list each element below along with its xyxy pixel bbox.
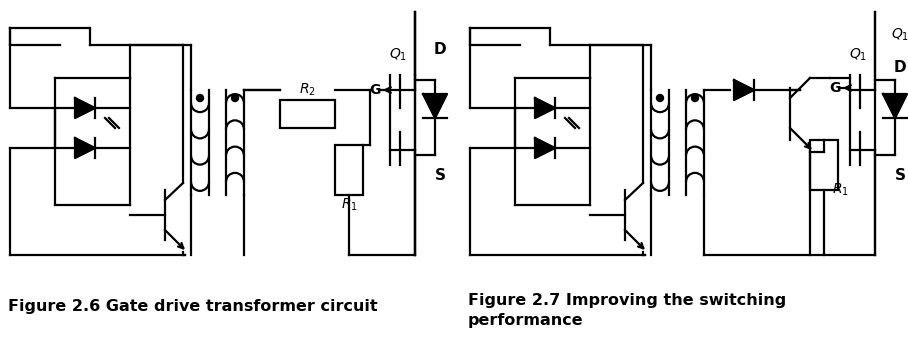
Text: S: S: [894, 168, 905, 183]
Text: D: D: [893, 61, 906, 75]
Text: performance: performance: [468, 313, 584, 328]
Text: Figure 2.6 Gate drive transformer circuit: Figure 2.6 Gate drive transformer circui…: [8, 298, 378, 314]
Polygon shape: [423, 94, 447, 118]
Bar: [280, 100, 335, 128]
Polygon shape: [535, 98, 555, 118]
Bar: [810, 140, 838, 190]
Text: $Q_1$: $Q_1$: [891, 27, 908, 43]
Polygon shape: [75, 138, 95, 158]
Circle shape: [692, 94, 698, 101]
Text: Figure 2.7 Improving the switching: Figure 2.7 Improving the switching: [468, 293, 786, 308]
Polygon shape: [535, 138, 555, 158]
Text: S: S: [435, 168, 446, 183]
Text: G: G: [829, 81, 841, 95]
Polygon shape: [734, 80, 754, 100]
Circle shape: [232, 94, 239, 101]
Text: $Q_1$: $Q_1$: [389, 47, 407, 63]
Text: $R_1$: $R_1$: [340, 197, 358, 213]
Text: $R_2$: $R_2$: [299, 82, 315, 98]
Text: D: D: [434, 42, 447, 58]
Text: G: G: [370, 83, 380, 97]
Polygon shape: [75, 98, 95, 118]
Polygon shape: [883, 94, 907, 118]
Circle shape: [656, 94, 664, 101]
Bar: [335, 145, 363, 195]
Text: $Q_1$: $Q_1$: [849, 47, 867, 63]
Circle shape: [196, 94, 203, 101]
Text: $R_1$: $R_1$: [832, 182, 848, 198]
